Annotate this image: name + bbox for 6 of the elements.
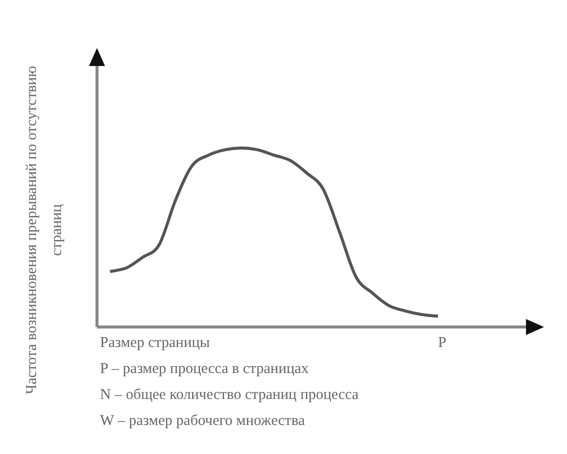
text: N – общее количество страниц процесса xyxy=(100,387,359,404)
text: W – размер рабочего множества xyxy=(100,413,305,430)
y-axis-title: Частота возникновения прерываний по отсутствию страниц xyxy=(23,64,66,396)
x-axis-title: Размер страницы xyxy=(100,335,210,352)
text: P – размер процесса в страницах xyxy=(100,361,309,378)
text: P xyxy=(438,335,446,352)
